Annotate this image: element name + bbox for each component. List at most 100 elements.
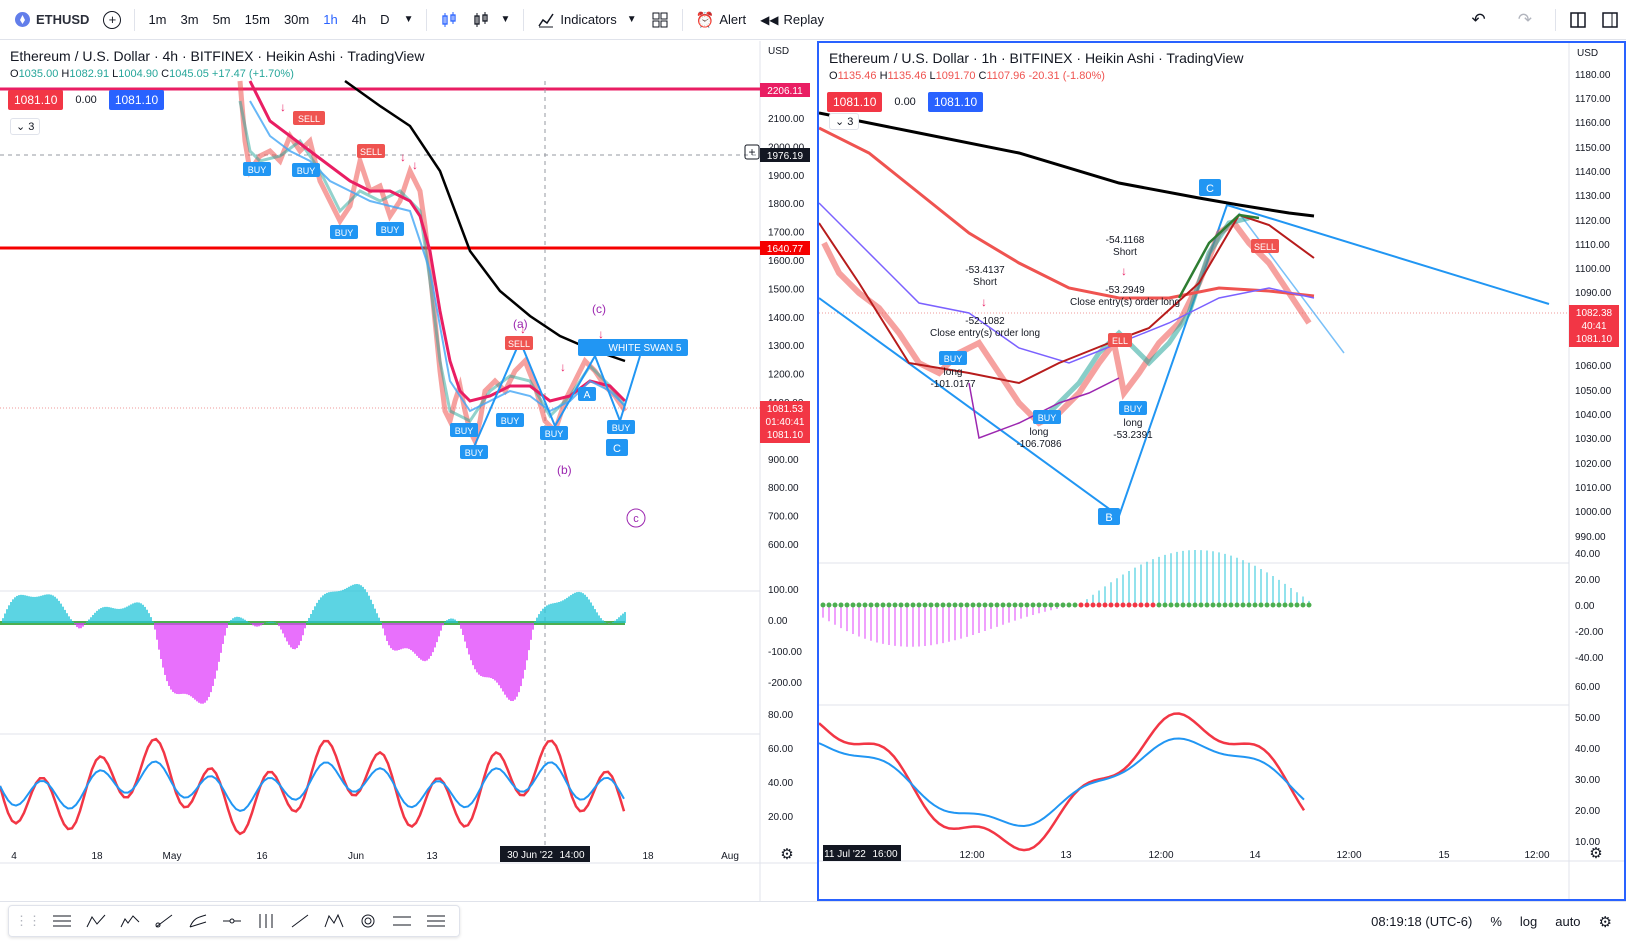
interval-3m[interactable]: 3m: [174, 6, 206, 34]
left-chart-title[interactable]: Ethereum / U.S. Dollar · 4h · BITFINEX ·…: [10, 48, 424, 64]
fullscreen-button[interactable]: [1594, 6, 1626, 34]
fib-tool-button[interactable]: [45, 907, 79, 935]
trend-line-button[interactable]: [147, 907, 181, 935]
interval-dropdown[interactable]: ▼: [397, 6, 421, 34]
osc-bar: [242, 619, 244, 623]
osc-bar: [232, 618, 234, 623]
log-toggle[interactable]: log: [1520, 914, 1537, 929]
sell-price-button[interactable]: 1081.10: [827, 92, 882, 112]
indicators-collapse-button[interactable]: ⌄ 3: [10, 118, 40, 135]
auto-toggle[interactable]: auto: [1555, 914, 1580, 929]
alert-button[interactable]: ⏰ Alert: [689, 6, 753, 34]
osc-bar: [572, 594, 574, 623]
cycle-button[interactable]: [351, 907, 385, 935]
buy-price-button[interactable]: 1081.10: [109, 90, 164, 110]
interval-5m[interactable]: 5m: [206, 6, 238, 34]
price-tick: 2100.00: [768, 114, 805, 125]
osc-bar: [330, 592, 332, 623]
settings-gear-icon[interactable]: ⚙: [1589, 845, 1602, 862]
price-tick: 1050.00: [1575, 386, 1612, 397]
ray-button[interactable]: [283, 907, 317, 935]
indicators-button[interactable]: Indicators ▼: [530, 6, 643, 34]
add-symbol-button[interactable]: +: [96, 6, 128, 34]
percent-toggle[interactable]: %: [1490, 914, 1502, 929]
osc-bar: [592, 606, 594, 623]
osc-bar: [430, 623, 432, 656]
osc-bar: [142, 605, 144, 623]
drag-handle-icon[interactable]: ⋮⋮: [15, 913, 41, 929]
layouts-button[interactable]: [644, 6, 676, 34]
osc-dot: [941, 603, 946, 608]
interval-1m[interactable]: 1m: [141, 6, 173, 34]
symbol-label: ETHUSD: [36, 12, 89, 27]
price-tick: 1500.00: [768, 284, 805, 295]
osc-bar: [82, 623, 84, 627]
ethereum-icon: [15, 12, 30, 27]
osc-dot: [959, 603, 964, 608]
add-alert-plus-icon[interactable]: +: [748, 145, 755, 159]
osc-bar: [470, 623, 472, 660]
osc-bar: [528, 623, 530, 650]
chevron-down-icon: ⌄: [835, 116, 844, 128]
interval-4h[interactable]: 4h: [345, 6, 373, 34]
replay-button[interactable]: ◀◀ Replay: [753, 6, 831, 34]
left-chart-pane[interactable]: SELL SELL SELL BUY BUY BUY BUY BUY BUY B…: [0, 41, 817, 901]
osc-bar: [612, 622, 614, 623]
osc-bar: [342, 590, 344, 623]
horizontal-ray-button[interactable]: [215, 907, 249, 935]
level-tag-top: 2206.11: [767, 86, 803, 97]
spiral-icon: [358, 913, 378, 929]
pitchfork-button[interactable]: [181, 907, 215, 935]
redo-button[interactable]: ↷: [1511, 6, 1539, 34]
indicators-collapse-button[interactable]: ⌄ 3: [829, 113, 859, 130]
right-chart-title[interactable]: Ethereum / U.S. Dollar · 1h · BITFINEX ·…: [829, 50, 1243, 66]
osc-bar: [514, 623, 516, 700]
sell-price-button[interactable]: 1081.10: [8, 90, 63, 110]
layout-select-button[interactable]: [1562, 6, 1594, 34]
osc-dot: [923, 603, 928, 608]
right-chart-canvas[interactable]: C B SELL ELL BUY BUY BUY -53.4137 Short …: [819, 43, 1624, 899]
interval-1h[interactable]: 1h: [316, 6, 344, 34]
interval-30m[interactable]: 30m: [277, 6, 316, 34]
osc-dot: [1295, 603, 1300, 608]
interval-D[interactable]: D: [373, 6, 396, 34]
rsi-tick: 20.00: [768, 812, 793, 823]
osc-bar: [226, 623, 228, 628]
ray-icon: [290, 913, 310, 929]
osc-tick: -20.00: [1575, 627, 1604, 638]
settings-gear-icon[interactable]: ⚙: [1599, 913, 1612, 931]
short2-label: Short: [1113, 247, 1137, 258]
buy-price-button[interactable]: 1081.10: [928, 92, 983, 112]
osc-bar: [130, 604, 132, 623]
osc-bar: [170, 623, 172, 690]
ohlc-low: 1004.90: [118, 68, 158, 80]
osc-bar: [212, 623, 214, 686]
vertical-lines-button[interactable]: [249, 907, 283, 935]
osc-bar: [194, 623, 196, 700]
symbol-search[interactable]: ETHUSD: [8, 6, 96, 34]
marker-sell: SELL: [508, 339, 530, 349]
elliott-wave-button[interactable]: [113, 907, 147, 935]
undo-button[interactable]: ↶: [1465, 6, 1493, 34]
grid-icon: [651, 11, 669, 29]
chart-type-button[interactable]: ▼: [465, 6, 517, 34]
osc-bar: [268, 622, 270, 623]
pitchfork-icon: [188, 913, 208, 929]
interval-15m[interactable]: 15m: [238, 6, 277, 34]
osc-bar: [60, 604, 62, 623]
channel-button[interactable]: [385, 907, 419, 935]
candle-style-button[interactable]: [433, 6, 465, 34]
right-chart-pane[interactable]: C B SELL ELL BUY BUY BUY -53.4137 Short …: [817, 41, 1626, 901]
osc-bar: [182, 623, 184, 694]
abc-pattern-button[interactable]: [79, 907, 113, 935]
left-chart-canvas[interactable]: SELL SELL SELL BUY BUY BUY BUY BUY BUY B…: [0, 41, 817, 901]
osc-dot: [1277, 603, 1282, 608]
pattern-button[interactable]: [317, 907, 351, 935]
regression-button[interactable]: [419, 907, 453, 935]
settings-gear-icon[interactable]: ⚙: [780, 846, 793, 863]
osc-bar: [250, 623, 252, 624]
osc-bar: [164, 623, 166, 675]
osc-bar: [270, 622, 272, 623]
osc-bar: [546, 605, 548, 623]
osc-tick: 100.00: [768, 585, 799, 596]
